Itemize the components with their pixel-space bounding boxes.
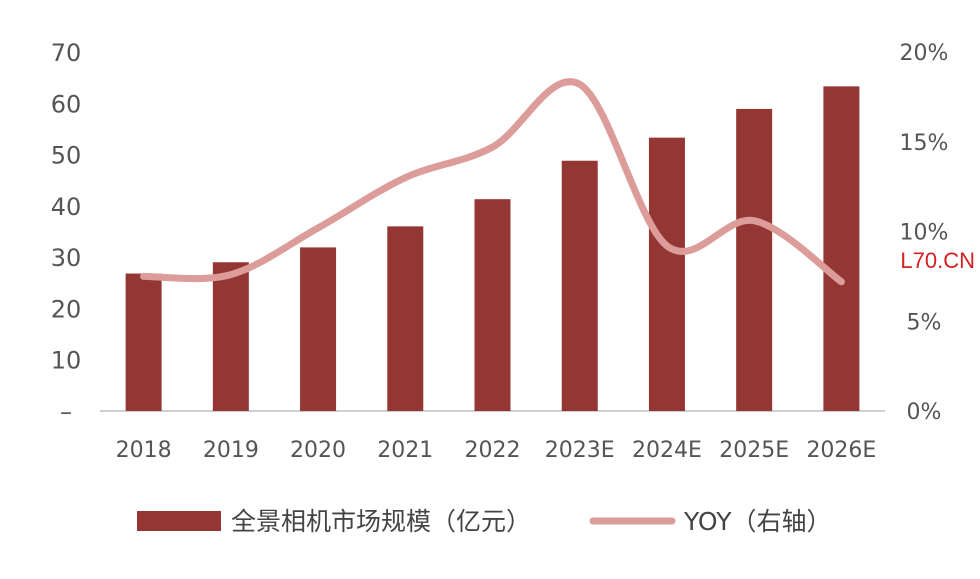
- x-tick-label: 2024E: [632, 438, 702, 463]
- left-tick-label: 70: [51, 39, 82, 67]
- bar: [736, 108, 773, 412]
- x-tick-label: 2020: [290, 438, 346, 463]
- line-series: [140, 78, 845, 286]
- right-tick-label: 10%: [900, 221, 949, 246]
- left-axis: – 10 20 30 40 50 60 70: [51, 39, 82, 426]
- legend-bar-swatch: [137, 511, 221, 531]
- bar: [125, 273, 162, 411]
- right-tick-label: 15%: [900, 131, 949, 156]
- left-tick-label: –: [60, 398, 72, 426]
- legend: 全景相机市场规模（亿元） YOY（右轴）: [137, 507, 832, 536]
- legend-bar-label: 全景相机市场规模（亿元）: [231, 507, 531, 536]
- left-tick-label: 10: [51, 347, 82, 375]
- x-tick-label: 2022: [465, 438, 521, 463]
- bar: [212, 262, 249, 411]
- watermark: L70.CN: [900, 248, 975, 273]
- left-tick-label: 50: [51, 142, 82, 170]
- bar-series: [125, 86, 860, 412]
- right-tick-label: 0%: [907, 400, 942, 425]
- bar: [474, 199, 511, 411]
- right-axis: 0% 5% 10% 15% 20%: [900, 41, 949, 425]
- right-tick-label: 20%: [900, 41, 949, 66]
- x-tick-label: 2018: [116, 438, 172, 463]
- bar: [387, 226, 424, 411]
- x-tick-label: 2021: [377, 438, 433, 463]
- bar: [648, 137, 685, 411]
- yoy-line: [140, 78, 845, 286]
- x-axis: 2018 2019 2020 2021 2022 2023E 2024E 2025E 2026E: [100, 410, 885, 463]
- x-tick-label: 2026E: [806, 438, 876, 463]
- x-tick-label: 2019: [203, 438, 259, 463]
- right-tick-label: 5%: [907, 310, 942, 335]
- x-tick-label: 2025E: [719, 438, 789, 463]
- legend-line-label: YOY（右轴）: [683, 507, 832, 536]
- x-tick-label: 2023E: [545, 438, 615, 463]
- left-tick-label: 30: [51, 244, 82, 272]
- bar: [823, 86, 860, 412]
- bar: [561, 160, 598, 411]
- left-tick-label: 20: [51, 295, 82, 323]
- bar: [300, 247, 337, 411]
- left-tick-label: 40: [51, 193, 82, 221]
- left-tick-label: 60: [51, 90, 82, 118]
